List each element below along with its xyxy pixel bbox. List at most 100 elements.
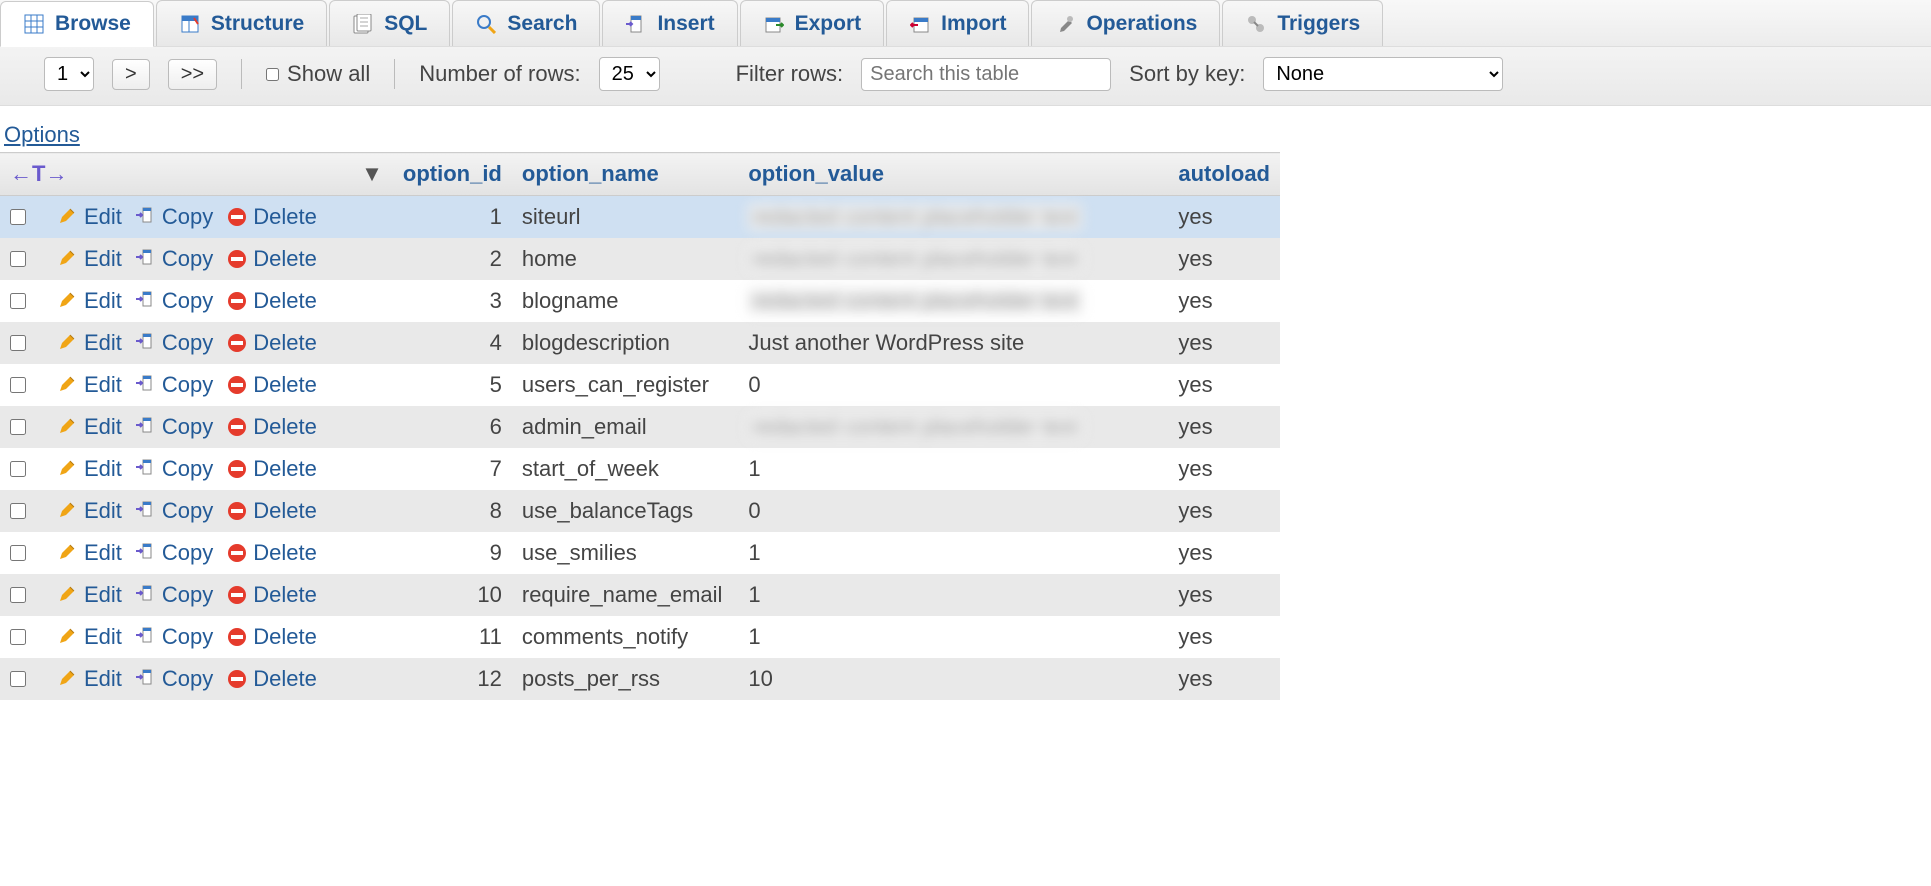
- options-link[interactable]: Options: [0, 106, 1931, 152]
- column-header-option-id[interactable]: option_id: [393, 153, 512, 196]
- tab-search[interactable]: Search: [452, 0, 600, 46]
- sort-indicator[interactable]: ▼: [350, 153, 393, 196]
- row-checkbox[interactable]: [10, 209, 26, 225]
- sort-by-key-select[interactable]: None: [1263, 57, 1503, 91]
- row-checkbox[interactable]: [10, 293, 26, 309]
- edit-link[interactable]: Edit: [58, 666, 122, 692]
- tab-structure[interactable]: Structure: [156, 0, 327, 46]
- copy-link[interactable]: Copy: [136, 372, 213, 398]
- delete-icon: [227, 585, 247, 605]
- copy-icon: [136, 375, 156, 395]
- row-checkbox[interactable]: [10, 503, 26, 519]
- edit-link[interactable]: Edit: [58, 624, 122, 650]
- copy-link[interactable]: Copy: [136, 246, 213, 272]
- copy-link[interactable]: Copy: [136, 204, 213, 230]
- cell-option-id: 12: [393, 658, 512, 700]
- copy-link[interactable]: Copy: [136, 666, 213, 692]
- edit-link[interactable]: Edit: [58, 498, 122, 524]
- pager-next-button[interactable]: >: [112, 59, 150, 90]
- copy-link[interactable]: Copy: [136, 288, 213, 314]
- copy-label: Copy: [162, 582, 213, 608]
- edit-link[interactable]: Edit: [58, 540, 122, 566]
- edit-link[interactable]: Edit: [58, 456, 122, 482]
- tab-sql[interactable]: SQL: [329, 0, 450, 46]
- edit-label: Edit: [84, 372, 122, 398]
- row-checkbox[interactable]: [10, 419, 26, 435]
- table-row: EditCopyDelete12posts_per_rss10yes: [0, 658, 1280, 700]
- copy-link[interactable]: Copy: [136, 540, 213, 566]
- tab-browse[interactable]: Browse: [0, 1, 154, 47]
- tab-import[interactable]: Import: [886, 0, 1029, 46]
- cell-option-id: 1: [393, 196, 512, 239]
- delete-link[interactable]: Delete: [227, 540, 317, 566]
- delete-link[interactable]: Delete: [227, 330, 317, 356]
- delete-link[interactable]: Delete: [227, 624, 317, 650]
- cell-autoload: yes: [1168, 280, 1280, 322]
- cell-option-value: 1: [748, 540, 760, 565]
- column-header-autoload[interactable]: autoload: [1168, 153, 1280, 196]
- delete-link[interactable]: Delete: [227, 288, 317, 314]
- delete-link[interactable]: Delete: [227, 372, 317, 398]
- row-checkbox[interactable]: [10, 461, 26, 477]
- delete-icon: [227, 669, 247, 689]
- edit-link[interactable]: Edit: [58, 582, 122, 608]
- copy-link[interactable]: Copy: [136, 456, 213, 482]
- delete-link[interactable]: Delete: [227, 582, 317, 608]
- edit-link[interactable]: Edit: [58, 288, 122, 314]
- delete-link[interactable]: Delete: [227, 666, 317, 692]
- copy-icon: [136, 669, 156, 689]
- row-checkbox[interactable]: [10, 671, 26, 687]
- row-checkbox[interactable]: [10, 251, 26, 267]
- edit-label: Edit: [84, 582, 122, 608]
- num-rows-select[interactable]: 25: [599, 57, 660, 91]
- table-row: EditCopyDelete6admin_emailredacted conte…: [0, 406, 1280, 448]
- copy-link[interactable]: Copy: [136, 498, 213, 524]
- column-header-option-name[interactable]: option_name: [512, 153, 738, 196]
- tab-bar: BrowseStructureSQLSearchInsertExport Impo…: [0, 0, 1931, 47]
- edit-link[interactable]: Edit: [58, 330, 122, 356]
- delete-link[interactable]: Delete: [227, 246, 317, 272]
- delete-link[interactable]: Delete: [227, 456, 317, 482]
- row-checkbox[interactable]: [10, 377, 26, 393]
- edit-link[interactable]: Edit: [58, 246, 122, 272]
- copy-icon: [136, 501, 156, 521]
- show-all-checkbox[interactable]: [266, 68, 279, 81]
- cell-option-name: admin_email: [512, 406, 738, 448]
- delete-icon: [227, 333, 247, 353]
- cell-option-value: 1: [748, 582, 760, 607]
- row-checkbox[interactable]: [10, 629, 26, 645]
- tab-export[interactable]: Export: [740, 0, 885, 46]
- delete-link[interactable]: Delete: [227, 414, 317, 440]
- edit-label: Edit: [84, 414, 122, 440]
- delete-link[interactable]: Delete: [227, 498, 317, 524]
- pencil-icon: [58, 669, 78, 689]
- copy-link[interactable]: Copy: [136, 330, 213, 356]
- edit-link[interactable]: Edit: [58, 414, 122, 440]
- tab-insert[interactable]: Insert: [602, 0, 737, 46]
- divider: [394, 59, 395, 89]
- edit-label: Edit: [84, 666, 122, 692]
- row-checkbox[interactable]: [10, 587, 26, 603]
- edit-label: Edit: [84, 288, 122, 314]
- copy-link[interactable]: Copy: [136, 624, 213, 650]
- edit-label: Edit: [84, 204, 122, 230]
- pager-last-button[interactable]: >>: [168, 59, 217, 90]
- delete-link[interactable]: Delete: [227, 204, 317, 230]
- expand-left-icon[interactable]: ←T→: [10, 161, 67, 186]
- cell-option-id: 4: [393, 322, 512, 364]
- tab-label: Import: [941, 12, 1006, 36]
- filter-rows-input[interactable]: [861, 58, 1111, 91]
- page-select[interactable]: 1: [44, 57, 94, 91]
- row-checkbox[interactable]: [10, 335, 26, 351]
- copy-icon: [136, 585, 156, 605]
- copy-link[interactable]: Copy: [136, 414, 213, 440]
- edit-link[interactable]: Edit: [58, 372, 122, 398]
- table-row: EditCopyDelete3blognameredacted content …: [0, 280, 1280, 322]
- copy-link[interactable]: Copy: [136, 582, 213, 608]
- edit-link[interactable]: Edit: [58, 204, 122, 230]
- filter-rows-label: Filter rows:: [736, 61, 844, 87]
- column-header-option-value[interactable]: option_value: [738, 153, 1168, 196]
- tab-triggers[interactable]: Triggers: [1222, 0, 1383, 46]
- row-checkbox[interactable]: [10, 545, 26, 561]
- tab-operations[interactable]: Operations: [1031, 0, 1220, 46]
